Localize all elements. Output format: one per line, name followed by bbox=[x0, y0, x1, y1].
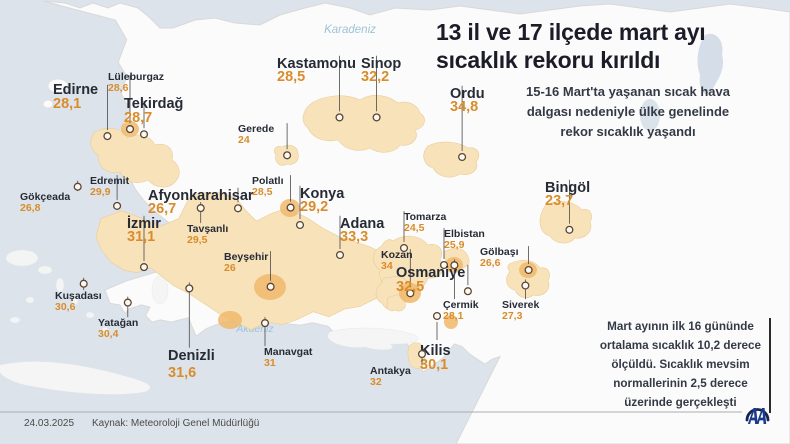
svg-text:Kaynak: Meteoroloji Genel Müdü: Kaynak: Meteoroloji Genel Müdürlüğü bbox=[92, 418, 259, 429]
svg-text:24.03.2025: 24.03.2025 bbox=[24, 418, 74, 429]
